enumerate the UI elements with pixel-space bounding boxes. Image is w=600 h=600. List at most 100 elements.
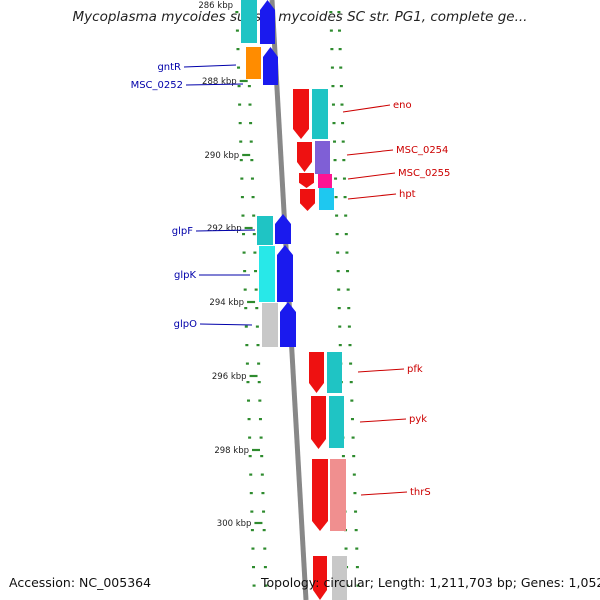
tick-dot (338, 344, 342, 347)
map-title: Mycoplasma mycoides subsp. mycoides SC s… (72, 9, 528, 25)
tick-dot (244, 307, 248, 310)
cog-category-box (241, 0, 257, 43)
tick-dot (257, 381, 261, 384)
tick-dot (252, 566, 256, 569)
gene-label-MSC_0252[interactable]: MSC_0252 (131, 80, 183, 91)
gene-label-glpK[interactable]: glpK (174, 270, 196, 281)
tick-dot (336, 270, 340, 273)
forward-gene-arrow[interactable] (297, 142, 312, 172)
tick-dot (352, 455, 356, 458)
tick-dot (354, 510, 358, 513)
forward-gene-arrow[interactable] (312, 459, 328, 531)
tick-dot (237, 85, 241, 88)
tick-dot (356, 584, 360, 587)
gene-label-gntR[interactable]: gntR (157, 62, 181, 73)
cog-category-box (329, 396, 344, 448)
forward-gene-arrow[interactable] (311, 396, 326, 449)
tick-dot (235, 29, 239, 32)
tick-dot (239, 140, 243, 143)
reverse-gene-arrow[interactable] (280, 302, 296, 347)
label-connector (359, 418, 407, 423)
tick-dot (247, 399, 251, 402)
tick-dot (256, 344, 260, 347)
tick-label: 294 kbp (209, 298, 244, 308)
tick-dot (248, 436, 252, 439)
forward-gene-arrow[interactable] (299, 173, 314, 188)
tick-dot (329, 11, 333, 14)
tick-dot (241, 214, 245, 217)
tick-label: 286 kbp (198, 1, 233, 11)
cog-category-box (315, 141, 330, 174)
cog-category-box (259, 246, 275, 302)
forward-gene-arrow[interactable] (309, 352, 324, 393)
tick-dot (249, 492, 253, 495)
genome-summary-text: Topology: circular; Length: 1,211,703 bp… (261, 575, 600, 590)
tick-dot (340, 103, 344, 106)
gene-label-MSC_0254[interactable]: MSC_0254 (396, 145, 448, 156)
tick-dot (249, 122, 253, 125)
cog-category-box (257, 216, 273, 245)
tick-dot (239, 159, 243, 162)
tick-dot (243, 270, 247, 273)
tick-dot (347, 325, 351, 328)
tick-dot (260, 473, 264, 476)
tick-dot (337, 307, 341, 310)
tick-dot (251, 196, 255, 199)
tick-dot (249, 140, 253, 143)
label-connector (183, 64, 237, 68)
tick-dot (250, 177, 254, 180)
tick-dot (248, 455, 252, 458)
tick-dot (338, 29, 342, 32)
tick-dot (238, 122, 242, 125)
tick-dot (244, 325, 248, 328)
gene-label-thrS[interactable]: thrS (410, 487, 431, 498)
tick-dot (242, 233, 246, 236)
gene-label-glpO[interactable]: glpO (174, 319, 197, 330)
tick-dot (335, 233, 339, 236)
tick-dot (350, 418, 354, 421)
tick-dot (336, 251, 340, 254)
gene-label-eno[interactable]: eno (393, 100, 412, 111)
tick-dot (334, 196, 338, 199)
tick-dot (252, 584, 256, 587)
tick-dot (259, 436, 263, 439)
gene-label-pyk[interactable]: pyk (409, 414, 427, 425)
tick-dot (343, 196, 347, 199)
tick-dot (338, 48, 342, 51)
gene-label-hpt[interactable]: hpt (399, 189, 416, 200)
reverse-gene-arrow[interactable] (260, 0, 275, 44)
label-connector (360, 491, 408, 496)
tick-dot (349, 362, 353, 365)
tick-dot (355, 547, 359, 550)
tick-dot (247, 85, 251, 88)
label-connector (199, 323, 253, 326)
tick-dot (330, 48, 334, 51)
tick-dot (346, 270, 350, 273)
forward-gene-arrow[interactable] (293, 89, 309, 139)
tick-dot (344, 547, 348, 550)
tick-label: 290 kbp (205, 151, 240, 161)
forward-gene-arrow[interactable] (300, 189, 315, 211)
tick-dot (236, 48, 240, 51)
tick-dot (254, 270, 258, 273)
reverse-gene-arrow[interactable] (275, 214, 291, 244)
reverse-gene-arrow[interactable] (263, 47, 278, 85)
tick-dot (349, 381, 353, 384)
forward-gene-arrow[interactable] (313, 556, 327, 600)
gene-label-MSC_0255[interactable]: MSC_0255 (398, 168, 450, 179)
gene-label-glpF[interactable]: glpF (172, 226, 193, 237)
tick-dot (255, 325, 259, 328)
gene-label-pfk[interactable]: pfk (407, 364, 423, 375)
tick-dot (355, 566, 359, 569)
tick-dot (250, 510, 254, 513)
tick-dot (258, 418, 262, 421)
tick-dot (337, 288, 341, 291)
tick-dot (329, 29, 333, 32)
reverse-gene-arrow[interactable] (277, 245, 293, 302)
tick-dot (243, 288, 247, 291)
tick-dot (344, 214, 348, 217)
tick-dot (248, 103, 252, 106)
tick-dot (345, 251, 349, 254)
tick-dot (334, 177, 338, 180)
